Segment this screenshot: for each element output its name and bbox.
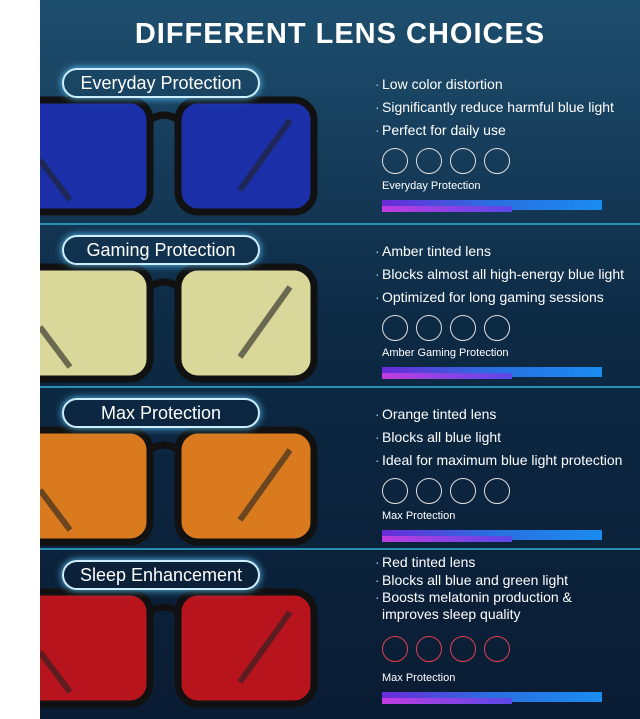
protection-label: Everyday Protection [382,180,481,192]
title: DIFFERENT LENS CHOICES [134,18,546,50]
right-lens [174,588,318,708]
section-name: Gaming Protection [62,235,260,265]
left-lens [40,588,154,708]
glasses [40,426,318,546]
protection-bar [382,200,602,210]
icon [484,148,510,174]
left-lens [40,96,154,216]
left-lens [40,263,154,383]
bridge [147,278,181,290]
icon [416,148,442,174]
section-name: Max Protection [62,398,260,428]
bridge [147,441,181,453]
protection-label: Max Protection [382,510,456,522]
protection-label: Max Protection [382,672,456,684]
section-name: Everyday Protection [62,68,260,98]
feature: Blocks almost all high-energy blue light [375,266,632,283]
icon [484,636,510,662]
icon [450,478,476,504]
section: Max Protection Orange tinted lens Blocks a… [40,386,640,551]
feature: Orange tinted lens [375,406,632,423]
protection-level [382,206,512,212]
icon [416,315,442,341]
icon [484,478,510,504]
feature: Significantly reduce harmful blue light [375,99,632,116]
protection-bar [382,530,602,540]
feature: Red tinted lens [375,554,632,571]
bridge [147,603,181,615]
section: Everyday Protection Low color distortion S… [40,58,640,221]
icon [382,478,408,504]
right-lens [174,263,318,383]
feature: Ideal for maximum blue light protection [375,452,632,469]
temple [40,158,73,202]
icon [416,636,442,662]
icon [450,636,476,662]
icon [382,148,408,174]
feature: Amber tinted lens [375,243,632,260]
icon [382,315,408,341]
glasses [40,96,318,216]
protection-level [382,698,512,704]
temple [237,610,293,684]
icon [450,148,476,174]
icon [382,636,408,662]
temple [237,285,293,359]
left-lens [40,426,154,546]
glasses [40,588,318,708]
right-lens [174,96,318,216]
temple [40,325,73,369]
section: Sleep Enhancement Red tinted lensBlocks a… [40,548,640,713]
feature: Optimized for long gaming sessions [375,289,632,306]
section: Gaming Protection Amber tinted lens Blocks… [40,223,640,388]
right-lens [174,426,318,546]
temple [237,118,293,192]
protection-label: Amber Gaming Protection [382,347,509,359]
temple [40,650,73,694]
temple [237,448,293,522]
feature: Blocks all blue and green light [375,572,632,589]
icon [416,478,442,504]
protection-level [382,536,512,542]
glasses [40,263,318,383]
feature: Boosts melatonin production & improves s… [375,589,632,623]
feature: Blocks all blue light [375,429,632,446]
feature: Perfect for daily use [375,122,632,139]
protection-bar [382,367,602,377]
protection-level [382,373,512,379]
feature: Low color distortion [375,76,632,93]
bridge [147,111,181,123]
temple [40,488,73,532]
protection-bar [382,692,602,702]
icon [450,315,476,341]
icon [484,315,510,341]
section-name: Sleep Enhancement [62,560,260,590]
